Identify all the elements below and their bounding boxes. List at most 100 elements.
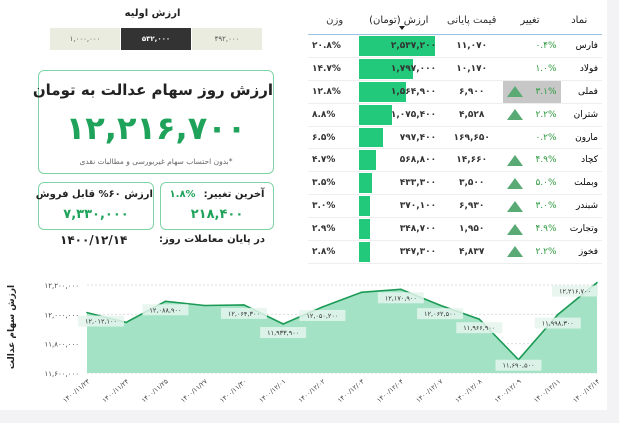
- change-percent: ۴.۹%: [535, 155, 557, 166]
- stocks-table: نماد تغییر قیمت پایانی ارزش (تومان) وزن …: [308, 6, 602, 264]
- symbol-cell[interactable]: وبملت: [574, 178, 598, 189]
- table-row[interactable]: وتجارت ۴.۹% ۱,۹۵۰ ۳۴۸,۷۰۰ ۲.۹%: [308, 218, 602, 242]
- data-point: [86, 311, 88, 314]
- price-cell: ۶,۹۰۰: [459, 86, 485, 97]
- symbol-cell[interactable]: فملی: [578, 86, 598, 97]
- sellable-value-card: ارزش ۶۰% قابل فروش ۷,۳۳۰,۰۰۰: [35, 182, 154, 230]
- page: ارزش اولیه ۱,۰۰۰,۰۰۰ ۵۳۲,۰۰۰ ۴۹۲,۰۰۰ ارز…: [0, 0, 607, 410]
- change-percent: ۰.۴%: [535, 40, 557, 51]
- header-symbol[interactable]: نماد: [571, 14, 588, 26]
- symbol-cell[interactable]: فارس: [575, 40, 598, 51]
- change-percent: ۲.۲%: [535, 109, 557, 120]
- weight-cell: ۱۴.۷%: [311, 63, 341, 74]
- table-row[interactable]: فملی ۳.۱% ۶,۹۰۰ ۱,۵۶۴,۹۰۰ ۱۲.۸%: [308, 80, 602, 104]
- table-row[interactable]: مارون ۰.۲% ۱۶۹,۶۵۰ ۷۹۷,۴۰۰ ۶.۵%: [308, 127, 602, 150]
- data-label: ۱۲,۰۸۸,۹۰۰: [149, 306, 181, 314]
- sellable-value-amount: ۷,۳۳۰,۰۰۰: [63, 207, 129, 222]
- table-row[interactable]: فولاد ۱.۰% ۱۰,۱۷۰ ۱,۷۹۷,۰۰۰ ۱۴.۷%: [308, 58, 602, 81]
- up-arrow-icon: [506, 246, 523, 258]
- value-bar: [359, 242, 370, 262]
- value-text: ۴۳۳,۳۰۰: [399, 178, 437, 189]
- chart-x-ticks: ۱۴۰۰/۱۱/۲۳ ۱۴۰۰/۱۱/۲۴ ۱۴۰۰/۱۱/۲۵ ۱۴۰۰/۱۱/۲۷…: [61, 377, 601, 404]
- value-cell: ۱,۵۶۴,۹۰۰: [357, 81, 440, 103]
- data-point: [439, 304, 441, 306]
- up-arrow-icon: [506, 223, 523, 235]
- symbol-cell[interactable]: کچاد: [581, 155, 598, 166]
- daily-value-note: *بدون احتساب سهام غیربورسی و مطالبات نقد…: [79, 157, 233, 166]
- x-tick-label: ۱۴۰۰/۱۲/۰۴: [375, 377, 405, 404]
- chart-y-label: ارزش سهام عدالت: [7, 285, 17, 369]
- price-cell: ۱۶۹,۶۵۰: [453, 132, 490, 143]
- table-row[interactable]: کچاد ۴.۹% ۱۴,۶۶۰ ۵۶۸,۸۰۰ ۴.۷%: [308, 149, 602, 173]
- sort-descending-icon: [398, 26, 405, 30]
- initial-value-option-492000[interactable]: ۴۹۲,۰۰۰: [192, 28, 262, 50]
- header-change[interactable]: تغییر: [520, 14, 540, 26]
- symbol-cell[interactable]: شتران: [573, 109, 598, 120]
- initial-value-option-1000000[interactable]: ۱,۰۰۰,۰۰۰: [50, 28, 120, 50]
- value-history-chart: ۱۲,۰۱۲,۱۰۰ ۱۲,۰۸۸,۹۰۰ ۱۲,۰۶۴,۳۰۰ ۱۱,۹۳۳,۹۰۰…: [7, 281, 602, 404]
- value-cell: ۳۴۸,۷۰۰: [357, 218, 440, 240]
- symbol-cell[interactable]: شبندر: [575, 201, 598, 212]
- value-cell: ۲,۵۳۷,۲۰۰: [357, 35, 440, 57]
- initial-value-option-532000[interactable]: ۵۳۲,۰۰۰: [121, 28, 191, 50]
- weight-cell: ۶.۵%: [311, 132, 336, 143]
- symbol-cell[interactable]: فخوز: [578, 246, 598, 257]
- value-bar: [359, 127, 384, 148]
- value-text: ۳۴۸,۷۰۰: [399, 224, 437, 235]
- value-bar: [359, 104, 392, 125]
- change-cell: ۱.۰%: [503, 58, 560, 80]
- header-price[interactable]: قیمت پایانی: [447, 14, 497, 26]
- value-cell: ۷۹۷,۴۰۰: [357, 127, 440, 149]
- change-cell: ۳.۱%: [503, 80, 561, 103]
- value-text: ۵۶۸,۸۰۰: [399, 155, 437, 166]
- price-cell: ۱۰,۱۷۰: [456, 63, 488, 74]
- x-tick-label: ۱۴۰۰/۱۱/۲۷: [179, 377, 209, 404]
- value-cell: ۱,۰۷۵,۴۰۰: [357, 104, 440, 126]
- value-text: ۱,۷۹۷,۰۰۰: [390, 63, 437, 74]
- table-row[interactable]: شبندر ۳.۰% ۶,۹۳۰ ۳۷۰,۱۰۰ ۳.۰%: [308, 195, 602, 219]
- x-tick-label: ۱۴۰۰/۱۲/۰۹: [493, 377, 523, 404]
- end-of-day-date: ۱۴۰۰/۱۲/۱۴: [60, 233, 128, 247]
- weight-cell: ۲.۹%: [311, 224, 336, 235]
- value-cell: ۳۴۷,۳۰۰: [357, 241, 440, 263]
- weight-cell: ۸.۸%: [311, 109, 336, 120]
- x-tick-label: ۱۴۰۰/۱۲/۰۲: [297, 377, 327, 404]
- data-label: ۱۲,۰۱۲,۱۰۰: [85, 318, 117, 326]
- header-weight[interactable]: وزن: [326, 14, 344, 26]
- data-label-bg: [417, 308, 464, 320]
- data-label: ۱۱,۶۹۰,۵۰۰: [503, 362, 535, 370]
- header-value[interactable]: ارزش (تومان): [357, 6, 440, 34]
- data-label-bg: [142, 304, 189, 316]
- change-cell: ۰.۲%: [503, 127, 560, 149]
- change-cell: ۵.۰%: [503, 172, 560, 194]
- data-label-bg: [260, 327, 307, 339]
- data-point: [400, 288, 402, 291]
- data-label: ۱۱,۹۹۸,۳۰۰: [542, 320, 574, 328]
- x-tick-label: ۱۴۰۰/۱۱/۲۴: [101, 377, 131, 404]
- data-label-bg: [456, 322, 503, 334]
- data-point: [282, 323, 284, 325]
- symbol-cell[interactable]: وتجارت: [569, 224, 598, 235]
- x-tick-label: ۱۴۰۰/۱۱/۲۵: [140, 377, 170, 404]
- table-row[interactable]: شتران ۲.۲% ۴,۵۲۸ ۱,۰۷۵,۴۰۰ ۸.۸%: [308, 104, 602, 127]
- x-tick-label: ۱۴۰۰/۱۲/۱۱: [532, 377, 562, 404]
- value-bar: [359, 150, 377, 171]
- chart-y-ticks: ۱۱,۶۰۰,۰۰۰ ۱۱,۸۰۰,۰۰۰ ۱۲,۰۰۰,۰۰۰ ۱۲,۲۰۰,۰۰۰: [44, 282, 79, 378]
- symbol-cell[interactable]: مارون: [575, 132, 598, 143]
- table-row[interactable]: فخوز ۲.۲% ۴,۸۳۷ ۳۴۷,۳۰۰ ۲.۸%: [308, 241, 602, 264]
- value-bar: [359, 219, 370, 240]
- weight-cell: ۲.۸%: [311, 246, 336, 257]
- sellable-value-title: ارزش ۶۰% قابل فروش: [35, 189, 153, 200]
- value-bar: [359, 81, 407, 102]
- data-label: ۱۱,۹۶۶,۹۰۰: [463, 324, 495, 332]
- value-bar: [359, 36, 436, 56]
- data-point: [243, 304, 245, 306]
- value-bar: [359, 173, 373, 194]
- x-tick-label: ۱۴۰۰/۱۲/۱۴: [571, 377, 601, 404]
- table-row[interactable]: فارس ۰.۴% ۱۱,۰۷۰ ۲,۵۳۷,۲۰۰ ۲۰.۸%: [308, 35, 602, 58]
- x-tick-label: ۱۴۰۰/۱۲/۰۱: [258, 377, 288, 404]
- data-label: ۱۲,۱۷۰,۹۰۰: [385, 294, 417, 302]
- table-row[interactable]: وبملت ۵.۰% ۳,۵۰۰ ۴۳۳,۳۰۰ ۳.۵%: [308, 172, 602, 196]
- value-text: ۱,۰۷۵,۴۰۰: [390, 109, 437, 120]
- symbol-cell[interactable]: فولاد: [579, 63, 598, 74]
